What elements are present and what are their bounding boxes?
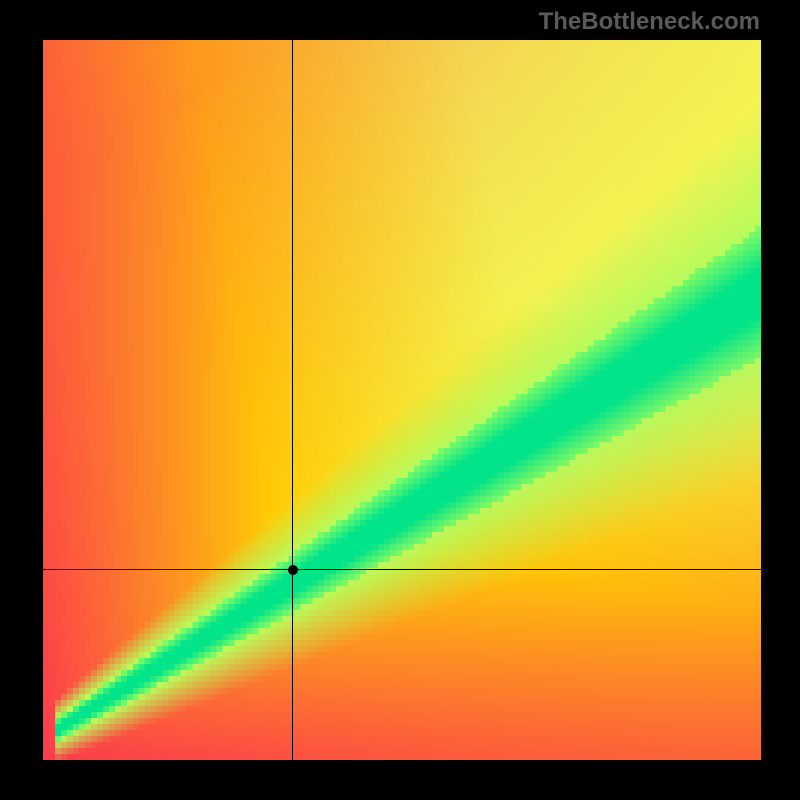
- bottleneck-heatmap: [43, 40, 761, 760]
- chart-container: TheBottleneck.com: [0, 0, 800, 800]
- crosshair-marker: [288, 565, 298, 575]
- crosshair-vertical: [292, 40, 293, 760]
- crosshair-horizontal: [43, 569, 761, 570]
- watermark-text: TheBottleneck.com: [539, 8, 760, 36]
